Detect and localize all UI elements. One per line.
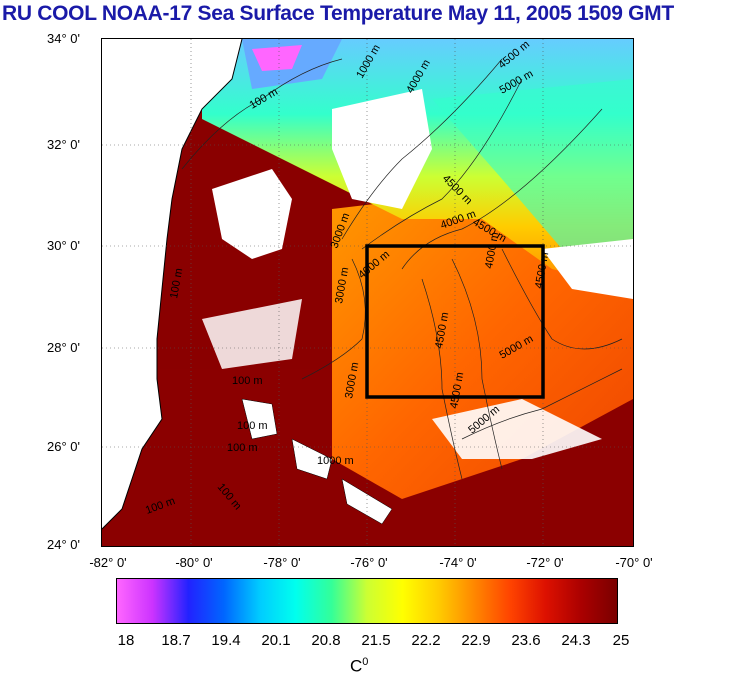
graticule (102, 39, 633, 546)
longitude-label: -80° 0' (175, 555, 213, 570)
island (241, 398, 278, 440)
colorbar-tick-label: 20.1 (261, 632, 291, 649)
longitude-label: -74° 0' (439, 555, 477, 570)
latitude-label: 26° 0' (47, 439, 80, 454)
contour-label: 100 m (227, 442, 258, 454)
ocean-cyan-band (432, 79, 633, 249)
latitude-label: 24° 0' (47, 537, 80, 552)
cloud-patch-west (212, 169, 292, 259)
latitude-label: 32° 0' (47, 137, 80, 152)
cloud-patch-east (542, 239, 633, 299)
colorbar-tick-label: 22.2 (411, 632, 441, 649)
ocean-magenta-patch (252, 45, 302, 71)
cloud-patch-south (432, 399, 602, 459)
map-title: RU COOL NOAA-17 Sea Surface Temperature … (2, 2, 674, 25)
colorbar-tick-label: 18 (117, 632, 135, 649)
coastline (102, 39, 243, 530)
longitude-label: -70° 0' (615, 555, 653, 570)
latitude-label: 34° 0' (47, 31, 80, 46)
colorbar-tick-label: 25 (612, 632, 630, 649)
colorbar-tick-label: 21.5 (361, 632, 391, 649)
florida-land (102, 39, 242, 529)
contour-label: 100 m (237, 420, 268, 432)
cloud-patch-mid (202, 299, 302, 369)
colorbar-tick-label: 18.7 (161, 632, 191, 649)
longitude-label: -78° 0' (263, 555, 301, 570)
colorbar-tick-label: 22.9 (461, 632, 491, 649)
unit-superscript: 0 (362, 656, 369, 668)
colorbar-tick-label: 20.8 (311, 632, 341, 649)
bathymetry-contours (181, 58, 623, 480)
island (291, 438, 333, 480)
unit-base: C (350, 656, 363, 676)
contour-label: 100 m (168, 267, 185, 299)
longitude-label: -76° 0' (350, 555, 388, 570)
longitude-label: -82° 0' (89, 555, 127, 570)
study-area-box (365, 244, 545, 399)
sst-map: 100 m 1000 m 3000 m 4000 m 4500 m 5000 m… (101, 38, 634, 547)
latitude-label: 28° 0' (47, 340, 80, 355)
latitude-label: 30° 0' (47, 238, 80, 253)
colorbar-tick-label: 23.6 (511, 632, 541, 649)
colorbar-tick-label: 19.4 (211, 632, 241, 649)
contour-label: 100 m (232, 375, 263, 387)
longitude-label: -72° 0' (526, 555, 564, 570)
colorbar-tick-label: 24.3 (561, 632, 591, 649)
cloud-patch-center (332, 89, 432, 209)
contour-label: 1000 m (317, 455, 354, 467)
colorbar-unit: C0 (350, 656, 368, 677)
temperature-colorbar (116, 578, 618, 624)
island (341, 478, 393, 525)
sst-map-canvas: 100 m 1000 m 3000 m 4000 m 4500 m 5000 m… (102, 39, 633, 546)
